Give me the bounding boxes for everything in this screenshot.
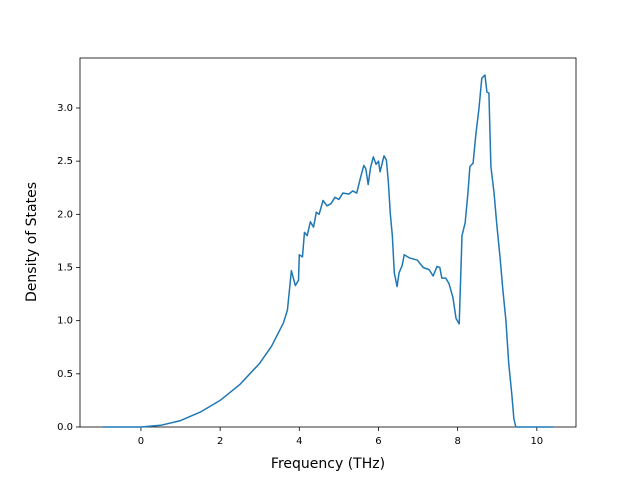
- y-tick-label: 0.0: [57, 422, 73, 433]
- x-axis-label: Frequency (THz): [271, 456, 385, 472]
- y-tick-label: 1.5: [57, 262, 73, 273]
- x-tick-label: 10: [530, 436, 543, 447]
- y-tick-label: 0.5: [57, 369, 73, 380]
- y-tick-label: 2.0: [57, 209, 73, 220]
- y-tick-label: 3.0: [57, 103, 73, 114]
- y-tick-label: 2.5: [57, 156, 73, 167]
- x-tick-label: 0: [138, 436, 144, 447]
- x-tick-label: 6: [375, 436, 381, 447]
- data-line: [102, 74, 554, 428]
- y-axis-label: Density of States: [24, 182, 40, 302]
- x-tick-label: 2: [217, 436, 223, 447]
- x-tick-label: 8: [454, 436, 460, 447]
- plot-frame: [79, 57, 577, 428]
- y-tick-label: 1.0: [57, 316, 73, 327]
- x-tick-label: 4: [296, 436, 302, 447]
